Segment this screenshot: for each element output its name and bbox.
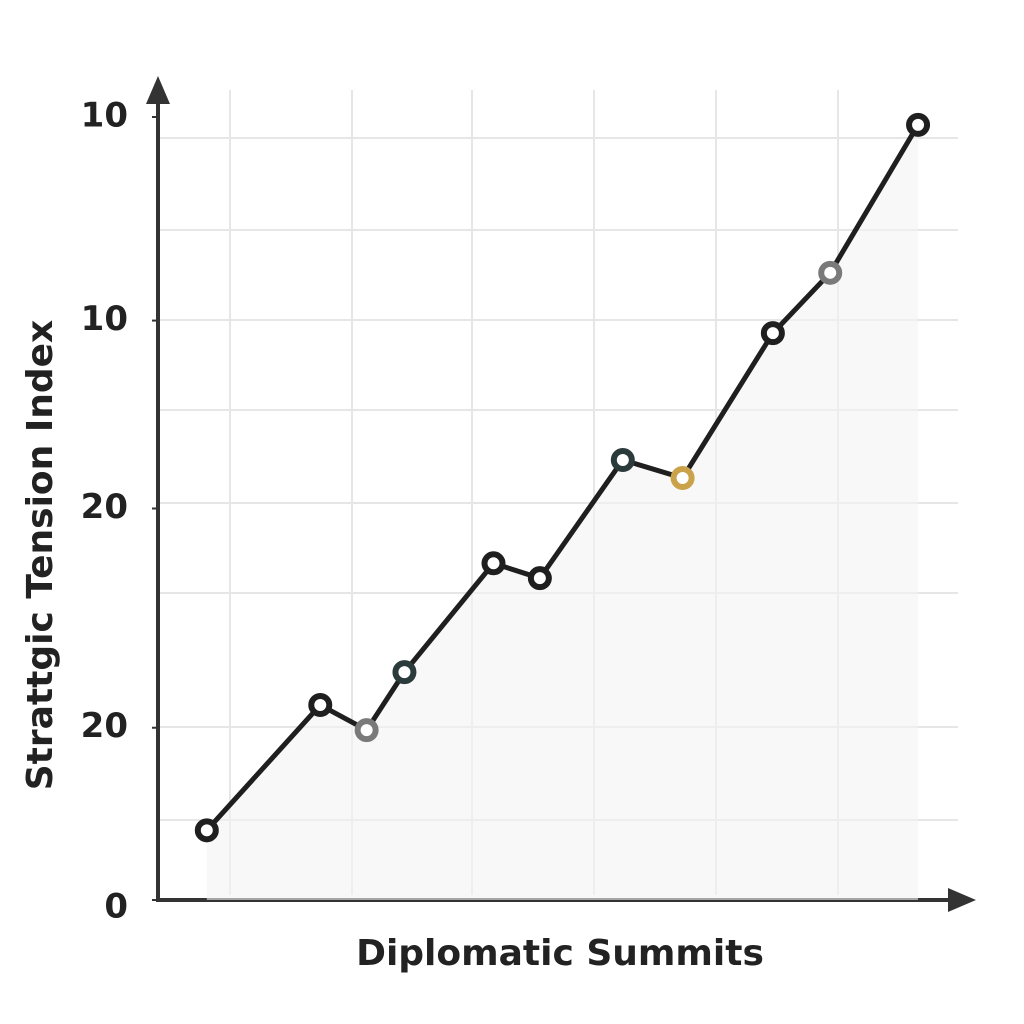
area [206, 124, 919, 900]
y-axis-label: Strattgic Tension Index [20, 320, 61, 791]
point [308, 693, 333, 718]
x-axis-label: Diplomatic Summits [356, 933, 764, 974]
point [818, 260, 843, 285]
point [760, 321, 785, 346]
point [527, 566, 552, 591]
y-tick-label: 20 [81, 487, 128, 527]
y-tick-label: 20 [81, 706, 128, 746]
point [354, 718, 379, 743]
point [906, 112, 931, 137]
y-tick-label: 10 [81, 96, 128, 136]
point [392, 660, 417, 685]
point [194, 818, 219, 843]
point [481, 551, 506, 576]
point [610, 447, 635, 472]
y-tick-label: 0 [104, 887, 128, 927]
point [670, 465, 695, 490]
y-tick-label: 10 [81, 299, 128, 339]
